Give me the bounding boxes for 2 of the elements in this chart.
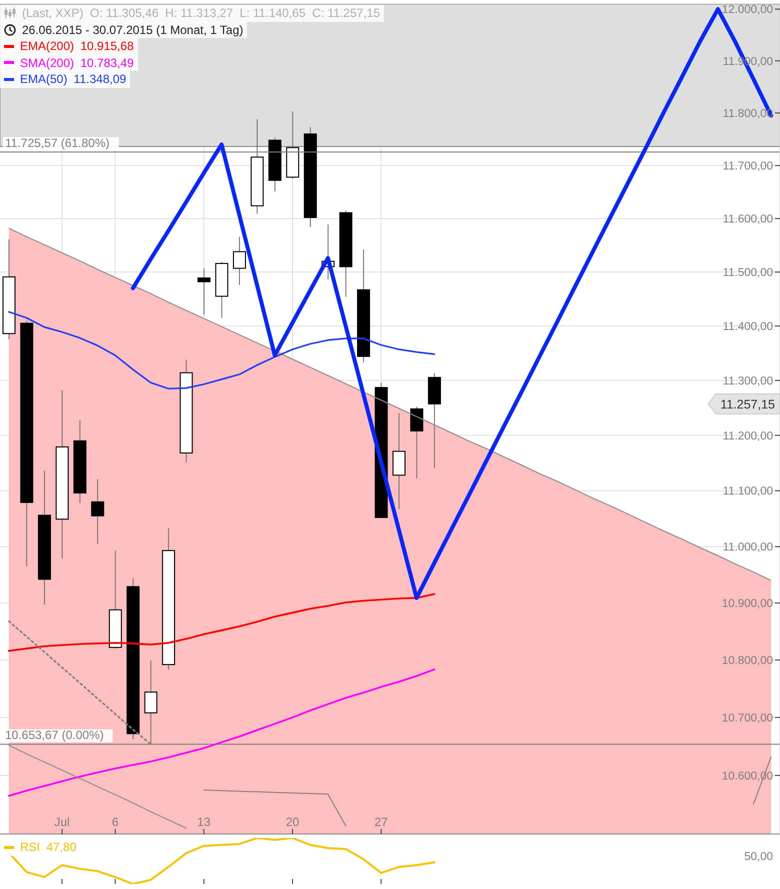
legend-label: RSI 47,80 — [20, 839, 76, 856]
annotation: 50,00 — [744, 851, 773, 864]
